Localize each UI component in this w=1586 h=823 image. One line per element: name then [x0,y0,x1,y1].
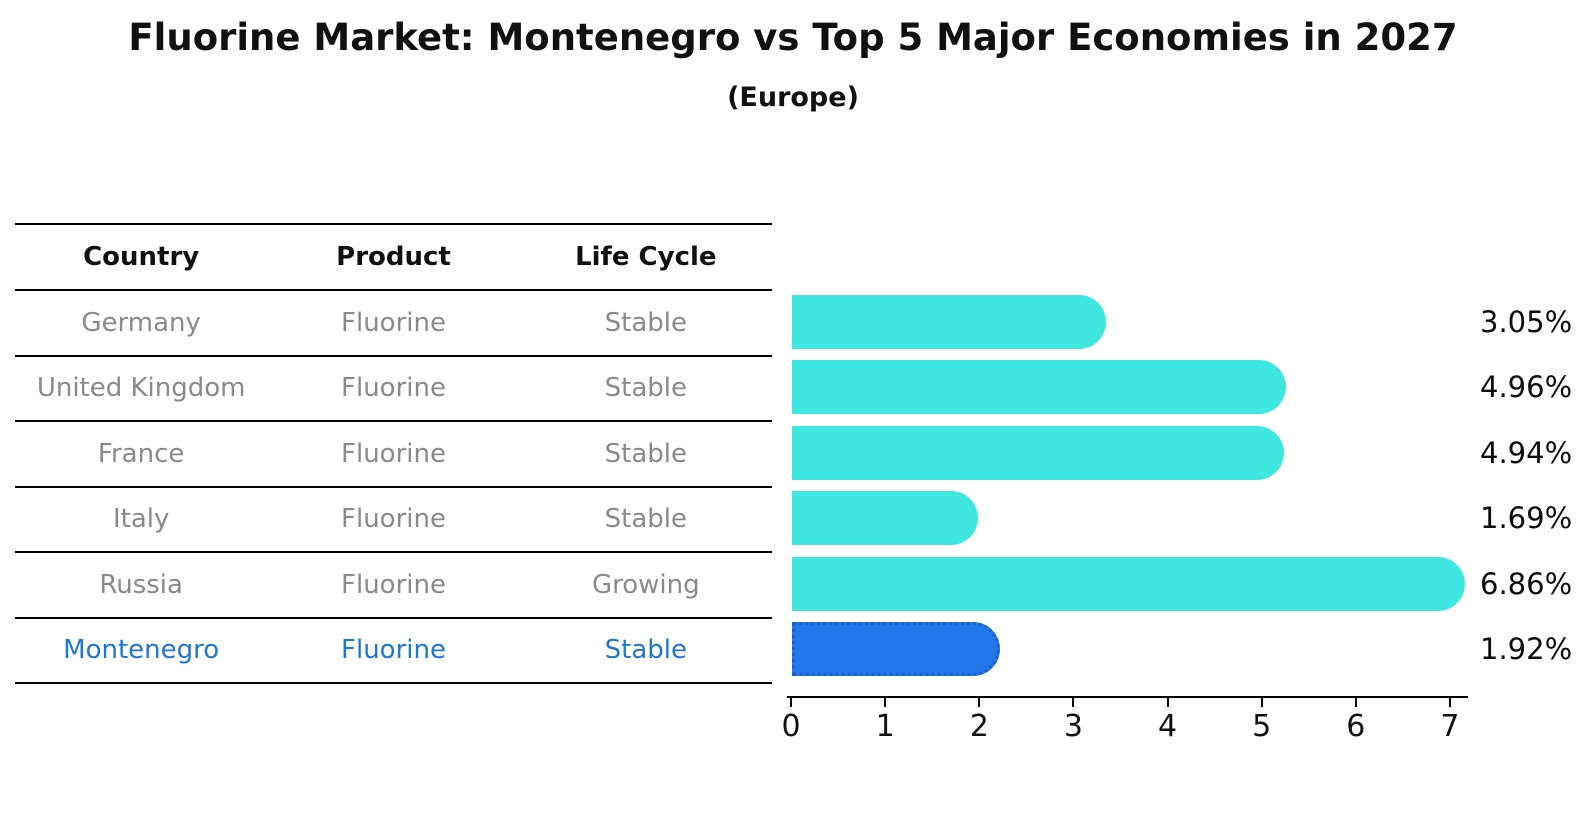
x-tick-label-1: 1 [875,709,895,744]
country-table: Country Product Life Cycle Germany Fluori… [15,223,772,684]
chart-title: Fluorine Market: Montenegro vs Top 5 Maj… [128,16,1458,59]
value-label-germany: 3.05% [1480,304,1573,339]
x-axis-line [787,696,1468,698]
cell-country: United Kingdom [36,373,246,404]
x-tick-label-7: 7 [1440,709,1460,744]
cell-life-cycle: Growing [591,569,700,600]
table-row-united-kingdom: United Kingdom Fluorine Stable [15,357,772,422]
x-tick-mark-3 [1072,697,1075,707]
x-tick-label-2: 2 [969,709,989,744]
value-label-france: 4.94% [1480,435,1573,470]
table-body: Germany Fluorine Stable United Kingdom Fluor… [15,291,772,684]
x-tick-label-3: 3 [1063,709,1083,744]
x-tick-mark-6 [1354,697,1357,707]
bar-italy [792,491,979,546]
bar-russia [792,556,1465,611]
x-tick-label-6: 6 [1346,709,1366,744]
x-tick-mark-4 [1166,697,1169,707]
value-label-italy: 1.69% [1480,501,1573,536]
table-row-germany: Germany Fluorine Stable [15,291,772,357]
cell-life-cycle: Stable [604,373,687,404]
cell-country: Italy [112,504,170,535]
bar-montenegro [792,622,1000,677]
table-row-montenegro: Montenegro Fluorine Stable [15,619,772,684]
x-tick-label-5: 5 [1252,709,1272,744]
table-row-russia: Russia Fluorine Growing [15,553,772,619]
x-tick-mark-5 [1260,697,1263,707]
bar-united-kingdom [792,360,1286,415]
cell-country: France [97,438,185,469]
x-tick-label-4: 4 [1158,709,1178,744]
table-header-row: Country Product Life Cycle [15,225,772,291]
cell-country: Russia [99,569,183,600]
cell-product: Fluorine [341,569,446,600]
cell-product: Fluorine [341,438,446,469]
cell-life-cycle: Stable [604,438,687,469]
cell-product: Fluorine [341,635,446,666]
chart-subtitle: (Europe) [727,82,859,113]
value-label-montenegro: 1.92% [1480,632,1573,667]
cell-product: Fluorine [341,373,446,404]
cell-country: Germany [81,307,201,338]
cell-life-cycle: Stable [604,635,687,666]
cell-product: Fluorine [341,307,446,338]
x-tick-mark-0 [790,697,792,707]
x-tick-mark-2 [978,697,981,707]
bar-germany [792,294,1107,349]
cell-life-cycle: Stable [604,307,687,338]
column-header-country: Country [83,242,200,272]
column-header-life-cycle: Life Cycle [575,242,717,272]
value-label-russia: 6.86% [1480,566,1573,601]
value-label-united-kingdom: 4.96% [1480,370,1573,405]
table-row-italy: Italy Fluorine Stable [15,488,772,553]
column-header-product: Product [336,242,451,272]
cell-product: Fluorine [341,504,446,535]
cell-life-cycle: Stable [604,504,687,535]
table-row-france: France Fluorine Stable [15,422,772,488]
cell-country: Montenegro [63,635,220,666]
x-tick-label-0: 0 [781,709,801,744]
bar-france [792,425,1285,480]
x-tick-mark-7 [1448,697,1451,707]
x-tick-mark-1 [884,697,887,707]
